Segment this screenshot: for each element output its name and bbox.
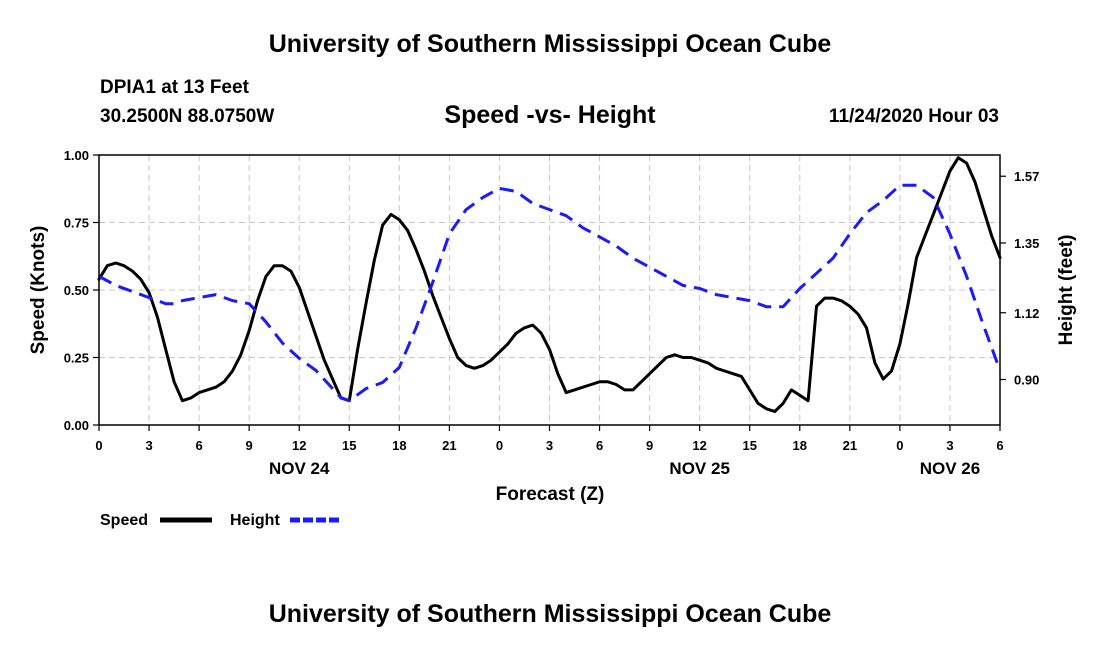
x-tick-label: 18 [392, 438, 406, 453]
y-tick-label: 0.25 [64, 351, 89, 366]
day-label: NOV 26 [920, 459, 980, 478]
station-coordinates: 30.2500N 88.0750W [100, 106, 275, 127]
x-tick-label: 9 [246, 438, 253, 453]
legend-label-height: Height [230, 512, 280, 529]
x-tick-label: 9 [646, 438, 653, 453]
grid [99, 155, 1000, 425]
height-series-line [98, 183, 1002, 403]
y2-tick-label: 1.12 [1014, 306, 1039, 321]
x-tick-label: 12 [692, 438, 706, 453]
y2-axis-label: Height (feet) [1056, 235, 1077, 346]
footer-title: University of Southern Mississippi Ocean… [268, 600, 832, 628]
x-tick-label: 3 [546, 438, 553, 453]
speed-series-line [97, 156, 1002, 413]
x-tick-label: 0 [496, 438, 503, 453]
x-tick-label: 12 [292, 438, 306, 453]
y2-tick-label: 0.90 [1014, 372, 1039, 387]
chart-title: Speed -vs- Height [444, 101, 656, 129]
x-tick-label: 6 [195, 438, 202, 453]
station-label: DPIA1 at 13 Feet [100, 77, 249, 98]
x-tick-label: 21 [843, 438, 857, 453]
x-tick-label: 0 [95, 438, 102, 453]
y-axis-label: Speed (Knots) [28, 226, 49, 355]
series [97, 156, 1002, 413]
day-label: NOV 24 [269, 459, 330, 478]
forecast-datetime: 11/24/2020 Hour 03 [828, 106, 999, 127]
x-axis-label: Forecast (Z) [496, 484, 605, 505]
legend: Speed Height [100, 512, 342, 529]
axis-ticks: 0 3 6 9 12 15 18 21 0 3 6 9 12 15 18 21 0 3 6 0.00 0.25 0.50 0… [64, 148, 1040, 478]
legend-label-speed: Speed [100, 512, 148, 529]
day-label: NOV 25 [669, 459, 729, 478]
x-tick-label: 18 [793, 438, 807, 453]
x-tick-label: 3 [946, 438, 953, 453]
x-tick-label: 15 [342, 438, 356, 453]
y2-tick-label: 1.35 [1014, 236, 1039, 251]
x-tick-label: 6 [596, 438, 603, 453]
x-tick-label: 21 [442, 438, 456, 453]
y2-tick-label: 1.57 [1014, 169, 1039, 184]
x-tick-label: 0 [896, 438, 903, 453]
x-tick-label: 15 [742, 438, 756, 453]
y-tick-label: 0.50 [64, 283, 89, 298]
x-tick-label: 3 [145, 438, 152, 453]
y-tick-label: 0.75 [64, 216, 89, 231]
y-tick-label: 1.00 [64, 148, 89, 163]
y-tick-label: 0.00 [64, 418, 89, 433]
page-title: University of Southern Mississippi Ocean… [268, 30, 832, 58]
x-tick-label: 6 [996, 438, 1003, 453]
